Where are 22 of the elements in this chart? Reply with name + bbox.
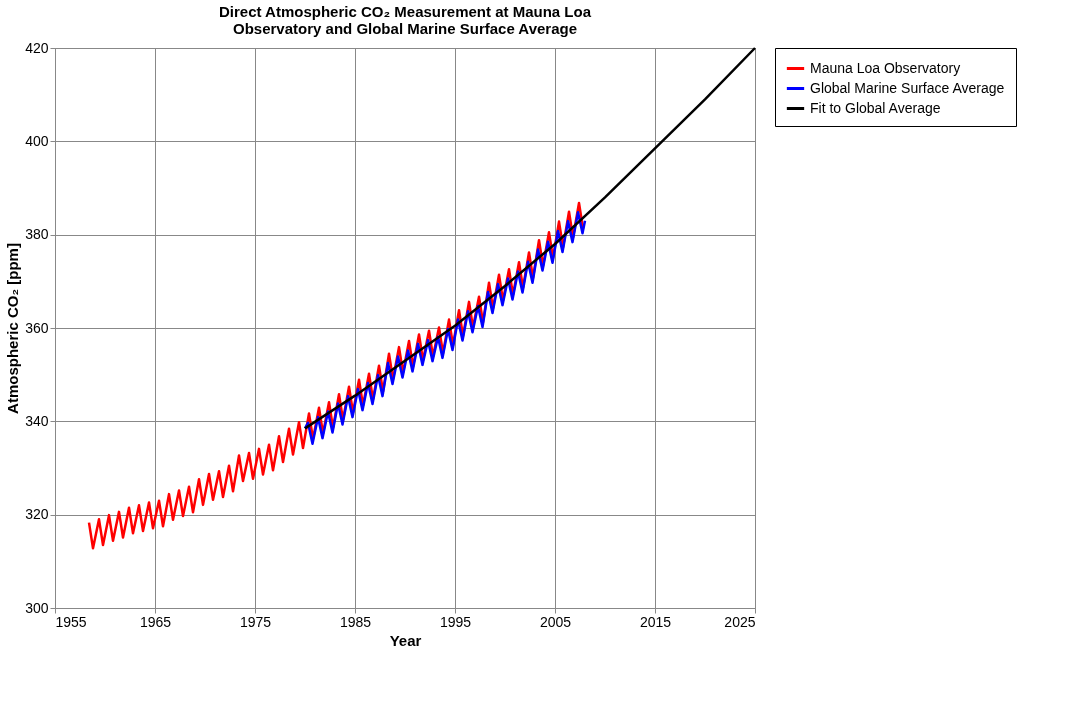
y-tick-label: 420	[25, 39, 49, 56]
legend-label: Global Marine Surface Average	[810, 79, 1005, 96]
y-tick-label: 340	[25, 412, 49, 429]
legend-label: Mauna Loa Observatory	[810, 59, 961, 76]
x-tick-label: 1985	[339, 613, 372, 630]
legend-label: Fit to Global Average	[810, 99, 941, 116]
y-tick-label: 380	[25, 226, 49, 243]
x-tick-label: 1955	[55, 613, 87, 630]
chart-title: Direct Atmospheric CO₂ Measurement at Mauna Loa Observatory and Global Marine Surface Average	[218, 3, 592, 37]
x-tick-label: 2005	[539, 613, 572, 630]
x-tick-label: 2025	[724, 613, 756, 630]
x-tick-label: 1975	[239, 613, 272, 630]
y-tick-label: 300	[25, 599, 49, 616]
y-tick-label: 360	[25, 319, 49, 336]
y-axis-title: Atmospheric CO₂ [ppm]	[4, 243, 22, 414]
x-tick-label: 1965	[139, 613, 172, 630]
y-tick-label: 400	[25, 132, 49, 149]
y-tick-label: 320	[25, 506, 49, 523]
x-tick-label: 1995	[439, 613, 472, 630]
x-axis-title: Year	[389, 631, 422, 649]
x-tick-label: 2015	[639, 613, 672, 630]
line-series	[303, 46, 757, 430]
